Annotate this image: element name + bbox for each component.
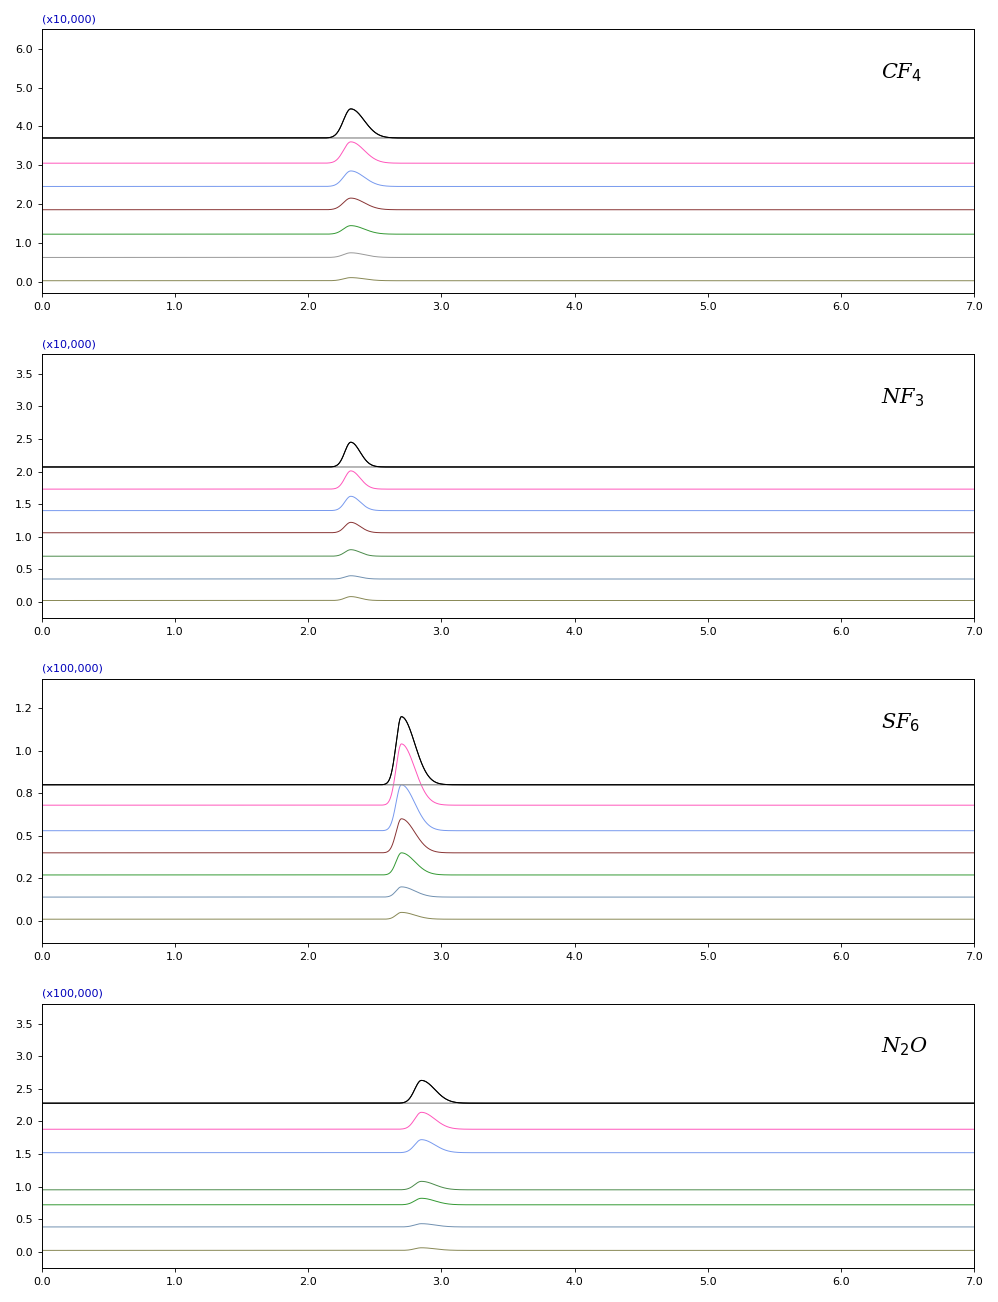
Text: (x100,000): (x100,000)	[42, 664, 103, 674]
Text: (x10,000): (x10,000)	[42, 339, 96, 349]
Text: CF$_4$: CF$_4$	[881, 61, 922, 83]
Text: N$_2$O: N$_2$O	[881, 1036, 928, 1059]
Text: (x10,000): (x10,000)	[42, 14, 96, 23]
Text: (x100,000): (x100,000)	[42, 990, 103, 999]
Text: NF$_3$: NF$_3$	[881, 385, 924, 409]
Text: SF$_6$: SF$_6$	[881, 711, 920, 733]
